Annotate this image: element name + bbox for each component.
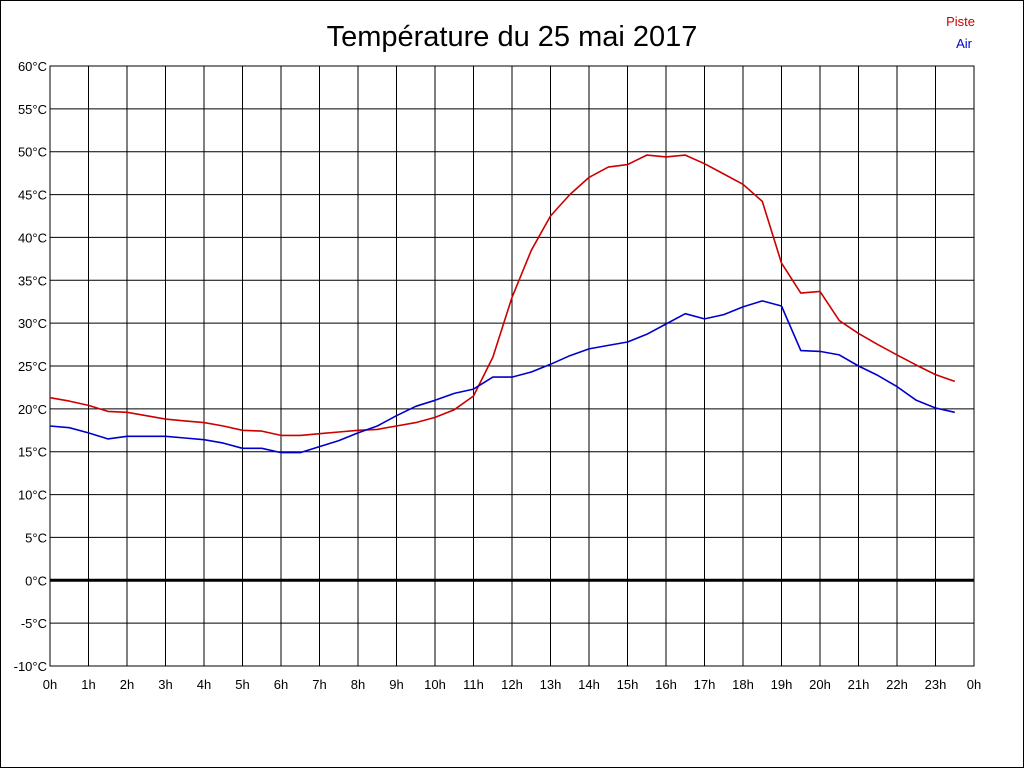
y-tick-label: 30°C	[18, 316, 47, 331]
x-tick-label: 5h	[235, 677, 249, 692]
plot-area-border	[49, 65, 975, 667]
x-tick-label: 14h	[578, 677, 600, 692]
x-tick-label: 16h	[655, 677, 677, 692]
x-tick-label: 10h	[424, 677, 446, 692]
x-tick-label: 20h	[809, 677, 831, 692]
series-lines	[49, 154, 956, 454]
x-tick-label: 0h	[43, 677, 57, 692]
x-tick-label: 22h	[886, 677, 908, 692]
legend-entry-air: Air	[956, 36, 973, 51]
y-tick-label: 55°C	[18, 102, 47, 117]
y-tick-label: 15°C	[18, 445, 47, 460]
x-tick-label: 21h	[848, 677, 870, 692]
x-tick-label: 13h	[540, 677, 562, 692]
x-tick-label: 4h	[197, 677, 211, 692]
x-axis-tick-labels: 0h 1h 2h 3h 4h 5h 6h 7h 8h 9h 10h 11h 12h 13h 14h 15h 16…	[43, 677, 981, 692]
x-tick-label: 11h	[463, 677, 484, 692]
y-tick-label: 0°C	[25, 573, 47, 588]
chart-grid	[49, 65, 975, 667]
x-tick-label: 19h	[771, 677, 793, 692]
plot-border-rect	[49, 65, 975, 667]
x-tick-label: 7h	[312, 677, 326, 692]
x-tick-label: 0h	[967, 677, 981, 692]
x-tick-label: 3h	[158, 677, 172, 692]
y-tick-label: -5°C	[21, 616, 47, 631]
legend: Piste Air	[946, 14, 975, 51]
y-tick-label: 50°C	[18, 145, 47, 160]
y-tick-label: 5°C	[25, 530, 47, 545]
x-tick-label: 8h	[351, 677, 365, 692]
x-tick-label: 6h	[274, 677, 288, 692]
series-line-air	[49, 300, 955, 454]
y-tick-label: 45°C	[18, 188, 47, 203]
x-tick-label: 1h	[81, 677, 95, 692]
x-tick-label: 23h	[925, 677, 947, 692]
y-tick-label: -10°C	[14, 659, 47, 674]
x-tick-label: 18h	[732, 677, 754, 692]
y-tick-label: 20°C	[18, 402, 47, 417]
series-line-piste	[49, 154, 956, 437]
x-tick-label: 15h	[617, 677, 639, 692]
y-tick-label: 10°C	[18, 488, 47, 503]
x-tick-label: 9h	[389, 677, 403, 692]
legend-entry-piste: Piste	[946, 14, 975, 29]
y-tick-label: 40°C	[18, 230, 47, 245]
x-tick-label: 2h	[120, 677, 134, 692]
y-tick-label: 25°C	[18, 359, 47, 374]
x-tick-label: 17h	[694, 677, 716, 692]
y-axis-tick-labels: 60°C 55°C 50°C 45°C 40°C 35°C 30°C 25°C 20°C 15°C…	[14, 59, 47, 674]
y-tick-label: 60°C	[18, 59, 47, 74]
y-tick-label: 35°C	[18, 273, 47, 288]
chart-title: Température du 25 mai 2017	[327, 21, 698, 53]
x-tick-label: 12h	[501, 677, 523, 692]
